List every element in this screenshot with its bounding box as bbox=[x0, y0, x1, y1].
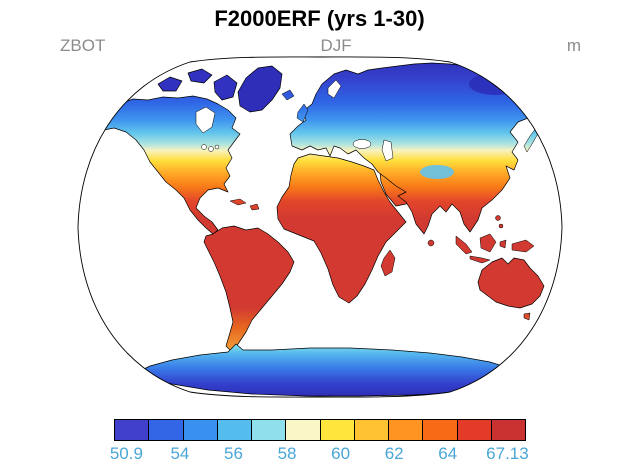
colorbar-segment bbox=[285, 420, 320, 440]
projection-outline bbox=[77, 56, 563, 398]
colorbar-segment bbox=[353, 420, 388, 440]
great-lakes bbox=[201, 144, 220, 152]
continents-group bbox=[91, 62, 562, 397]
tibet-cold-patch bbox=[420, 165, 454, 179]
units-label: m bbox=[566, 36, 581, 55]
british-isles bbox=[281, 89, 309, 123]
continent-antarctica bbox=[133, 343, 525, 397]
caribbean-islands bbox=[229, 198, 260, 211]
season-label: DJF bbox=[320, 36, 352, 55]
colorbar-segment bbox=[115, 420, 149, 440]
greenland bbox=[237, 65, 283, 113]
small-islands bbox=[427, 215, 504, 247]
japan bbox=[523, 127, 540, 153]
colorbar-tick-labels: 50.9 54 56 58 60 62 64 67.13 bbox=[110, 444, 529, 464]
colorbar-segment bbox=[422, 420, 457, 440]
colorbar-segment bbox=[319, 420, 354, 440]
colorbar-segment bbox=[388, 420, 423, 440]
madagascar bbox=[380, 249, 396, 277]
baltic-sea bbox=[327, 79, 342, 99]
indonesia bbox=[455, 233, 535, 264]
colorbar-segment bbox=[456, 420, 491, 440]
black-sea bbox=[352, 139, 372, 149]
caspian-sea bbox=[381, 139, 394, 162]
colorbar-tick-label: 60 bbox=[331, 444, 351, 463]
hudson-bay bbox=[195, 106, 216, 134]
colorbar bbox=[114, 419, 526, 441]
subtitle-row: ZBOT DJF m bbox=[60, 36, 581, 56]
inland-seas bbox=[327, 79, 394, 162]
continent-australia bbox=[477, 257, 545, 309]
tasmania bbox=[523, 312, 531, 321]
colorbar-tick-label: 56 bbox=[224, 444, 243, 463]
colorbar-tick-label: 50.9 bbox=[109, 444, 143, 463]
colorbar-segment bbox=[490, 420, 525, 440]
colorbar-tick-label: 58 bbox=[277, 444, 297, 463]
variable-label: ZBOT bbox=[60, 36, 106, 55]
colorbar-segment bbox=[216, 420, 251, 440]
plot-title: F2000ERF (yrs 1-30) bbox=[214, 6, 425, 31]
colorbar-segment bbox=[182, 420, 217, 440]
colorbar-segment bbox=[251, 420, 286, 440]
arctic-islands bbox=[157, 68, 238, 101]
continent-africa bbox=[276, 153, 407, 304]
continent-south-america bbox=[203, 225, 295, 353]
colorbar-tick-label: 67.13 bbox=[486, 444, 529, 463]
colorbar-tick-label: 62 bbox=[384, 444, 404, 463]
new-zealand bbox=[547, 311, 562, 337]
colorbar-tick-label: 54 bbox=[170, 444, 190, 463]
siberia-cold-patch bbox=[469, 73, 521, 95]
colorbar-tick-label: 64 bbox=[438, 444, 458, 463]
colorbar-segment bbox=[148, 420, 183, 440]
